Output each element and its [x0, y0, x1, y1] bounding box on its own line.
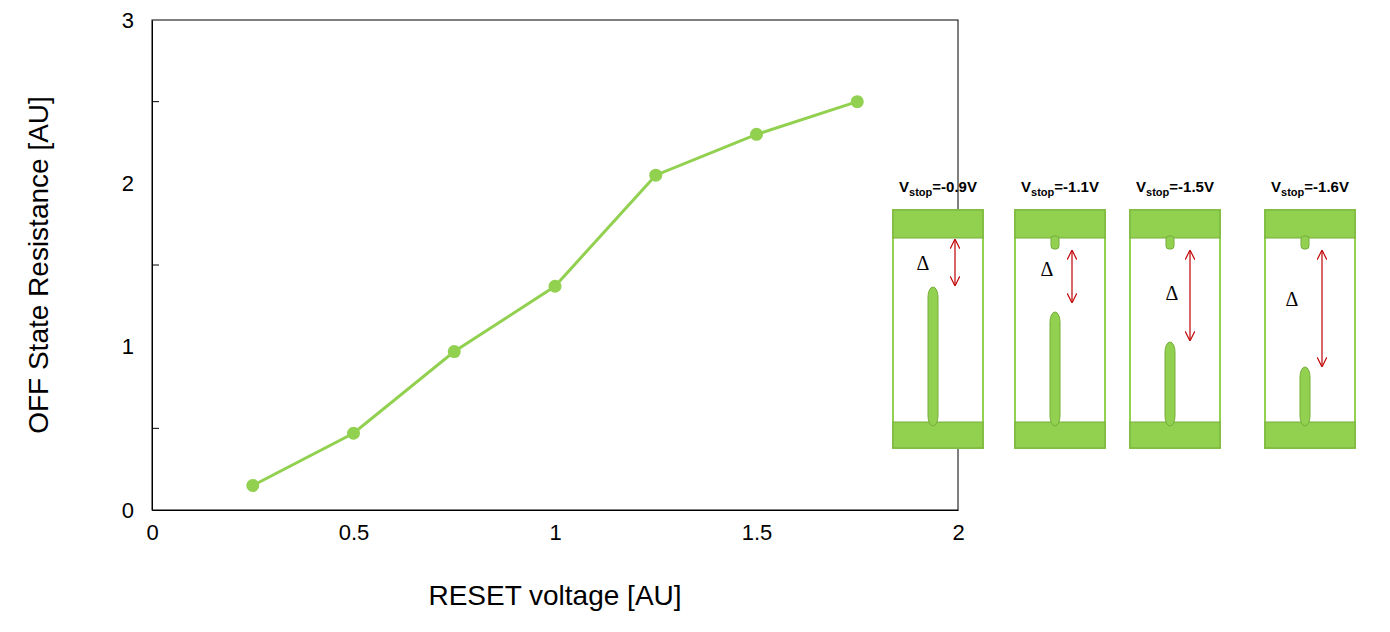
bottom-electrode — [1015, 422, 1105, 448]
y-tick-label: 3 — [122, 8, 134, 33]
data-point — [448, 345, 461, 358]
y-minor-tick — [152, 428, 159, 429]
x-tick: 1 — [549, 510, 561, 545]
filament — [1165, 342, 1175, 426]
y-tick-label: 0 — [122, 498, 134, 523]
y-tick: 2 — [122, 171, 152, 196]
filament-stub — [1051, 236, 1059, 249]
inset: Δ Vstop=-1.1V — [1015, 178, 1105, 448]
y-minor-tick — [152, 101, 159, 102]
x-tick: 2 — [952, 510, 964, 545]
data-point — [851, 95, 864, 108]
y-minor-ticks — [152, 102, 159, 429]
plot-frame — [152, 20, 958, 510]
x-tick-label: 1 — [549, 520, 561, 545]
inset-title-rest: =-0.9V — [932, 178, 977, 195]
x-axis-title: RESET voltage [AU] — [428, 580, 681, 611]
x-tick: 0.5 — [339, 510, 370, 545]
inset-title-sub: stop — [909, 186, 933, 198]
x-tick: 1.5 — [742, 510, 773, 545]
y-tick-label: 1 — [122, 334, 134, 359]
data-point — [750, 128, 763, 141]
inset-title-rest: =-1.5V — [1169, 178, 1214, 195]
inset-title: Vstop=-1.6V — [1271, 178, 1349, 198]
y-minor-tick — [152, 265, 159, 266]
y-tick: 3 — [122, 8, 152, 33]
inset-title-rest: =-1.6V — [1304, 178, 1349, 195]
inset-title: Vstop=-1.5V — [1136, 178, 1214, 198]
x-tick: 0 — [146, 510, 158, 545]
gap-arrow — [1321, 251, 1322, 366]
data-point — [246, 479, 259, 492]
data-line — [253, 102, 858, 486]
inset-title: Vstop=-1.1V — [1021, 178, 1099, 198]
y-tick: 1 — [122, 334, 152, 359]
filament-stub — [1166, 236, 1174, 249]
inset: Δ Vstop=-1.5V — [1130, 178, 1220, 448]
filament — [1050, 312, 1060, 426]
inset-title-sub: stop — [1281, 186, 1305, 198]
gap-label: Δ — [1286, 288, 1299, 310]
filament — [928, 287, 938, 426]
bottom-electrode — [893, 422, 983, 448]
inset-title: Vstop=-0.9V — [899, 178, 977, 198]
gap-label: Δ — [1041, 258, 1054, 280]
data-point — [649, 169, 662, 182]
x-axis: 0 0.5 1 1.5 2 — [146, 510, 964, 545]
inset-title-v: V — [1271, 178, 1281, 195]
y-tick: 0 — [122, 498, 152, 523]
x-axis-line — [153, 510, 959, 511]
gap-label: Δ — [1166, 282, 1179, 304]
gap-arrow — [954, 240, 955, 285]
inset: Δ Vstop=-0.9V — [893, 178, 983, 448]
inset-title-sub: stop — [1031, 186, 1055, 198]
y-axis-title: OFF State Resistance [AU] — [23, 96, 54, 434]
inset-title-v: V — [1136, 178, 1146, 195]
y-axis: 0 1 2 3 — [122, 8, 153, 523]
x-tick-label: 2 — [952, 520, 964, 545]
inset-title-sub: stop — [1146, 186, 1170, 198]
top-electrode — [893, 210, 983, 238]
inset-frame — [893, 210, 983, 448]
inset-title-rest: =-1.1V — [1054, 178, 1099, 195]
chart: 0 0.5 1 1.5 2 0 1 2 3 RESET voltage [AU] OFF State… — [0, 0, 1390, 632]
x-tick-label: 0.5 — [339, 520, 370, 545]
filament-stub — [1301, 236, 1309, 249]
filament — [1300, 367, 1310, 426]
inset-title-v: V — [1021, 178, 1031, 195]
inset-frame — [1130, 210, 1220, 448]
data-point — [549, 280, 562, 293]
inset-frame — [1265, 210, 1355, 448]
top-electrode — [1265, 210, 1355, 238]
inset-frame — [1015, 210, 1105, 448]
data-point — [347, 427, 360, 440]
top-electrode — [1130, 210, 1220, 238]
inset: Δ Vstop=-1.6V — [1265, 178, 1355, 448]
inset-title-v: V — [899, 178, 909, 195]
bottom-electrode — [1265, 422, 1355, 448]
gap-arrow — [1189, 251, 1190, 340]
plot-area — [246, 95, 864, 492]
x-tick-label: 1.5 — [742, 520, 773, 545]
gap-arrow — [1071, 251, 1072, 302]
top-electrode — [1015, 210, 1105, 238]
bottom-electrode — [1130, 422, 1220, 448]
x-tick-label: 0 — [146, 520, 158, 545]
gap-label: Δ — [917, 252, 930, 274]
y-tick-label: 2 — [122, 171, 134, 196]
